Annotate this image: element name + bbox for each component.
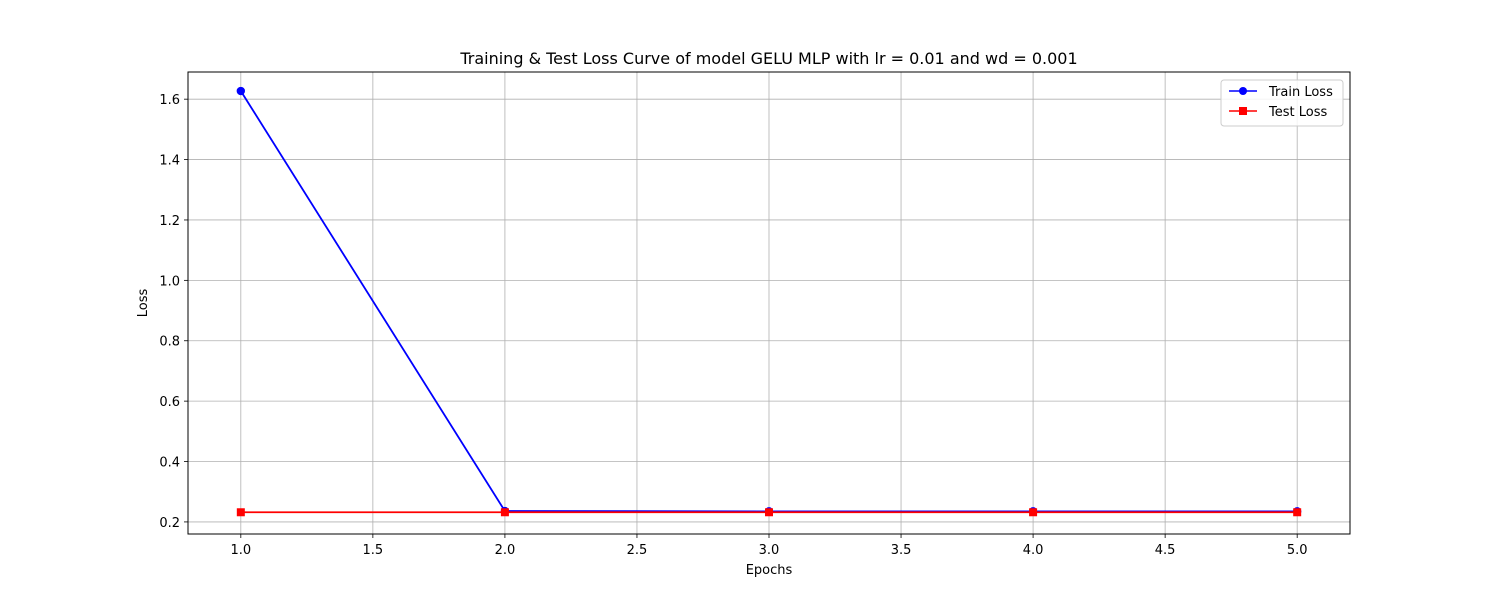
x-tick-label: 3.5 <box>891 543 912 558</box>
x-tick-label: 4.0 <box>1023 543 1044 558</box>
legend: Train Loss Test Loss <box>1220 79 1344 127</box>
train-loss-point <box>236 86 246 96</box>
y-tick-label: 1.0 <box>159 274 180 289</box>
grid <box>188 72 1350 534</box>
x-tick-label: 4.5 <box>1155 543 1176 558</box>
x-tick-label: 5.0 <box>1287 543 1308 558</box>
x-tick-label: 2.5 <box>627 543 648 558</box>
ticks: 1.0 1.5 2.0 2.5 3.0 3.5 4.0 4.5 5.0 0.2 0.4 0.6 0.8 1… <box>159 93 1307 558</box>
test-loss-point <box>765 508 773 517</box>
y-tick-label: 0.6 <box>159 395 180 410</box>
chart-title: Training & Test Loss Curve of model GELU… <box>459 49 1077 68</box>
x-tick-label: 1.5 <box>363 543 384 558</box>
x-axis-title: Epochs <box>746 563 793 578</box>
test-loss-point <box>500 508 509 517</box>
test-loss-point <box>1029 508 1038 517</box>
y-axis-title: Loss <box>136 289 151 318</box>
test-loss-point <box>1293 508 1302 517</box>
y-tick-label: 0.8 <box>159 335 180 350</box>
y-tick-label: 1.2 <box>159 214 180 229</box>
y-tick-label: 0.4 <box>159 456 180 471</box>
y-tick-label: 0.2 <box>159 516 180 531</box>
y-tick-label: 1.6 <box>159 93 180 108</box>
series-layer <box>236 86 1302 517</box>
y-tick-label: 1.4 <box>159 154 180 169</box>
legend-test-label: Test Loss <box>1268 105 1327 120</box>
test-loss-point <box>236 508 245 517</box>
x-tick-label: 2.0 <box>495 543 516 558</box>
x-tick-label: 3.0 <box>759 543 780 558</box>
legend-test-marker <box>1239 107 1247 115</box>
legend-train-label: Train Loss <box>1268 85 1333 100</box>
x-tick-label: 1.0 <box>230 543 251 558</box>
legend-train-marker <box>1239 87 1247 95</box>
